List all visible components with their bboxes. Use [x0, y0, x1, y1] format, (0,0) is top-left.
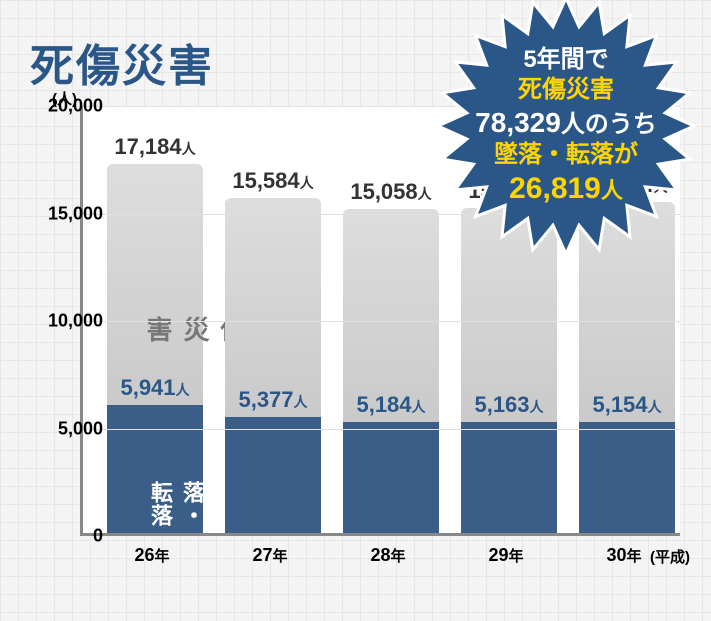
x-tick-label: 28年: [340, 545, 436, 566]
grid-line: [83, 321, 680, 322]
y-tick-label: 10,000: [23, 311, 103, 332]
y-tick-label: 20,000: [23, 96, 103, 117]
x-tick-label: 26年: [104, 545, 200, 566]
callout-line3: 78,329人のうち: [475, 105, 657, 140]
bar-sub: [225, 417, 321, 533]
callout-line1: 5年間で: [523, 45, 608, 75]
y-tick-label: 15,000: [23, 203, 103, 224]
x-tick-label: 30年: [576, 545, 672, 566]
total-value-label: 15,584人: [225, 168, 321, 194]
callout-line5: 26,819人: [509, 170, 623, 208]
chart-title: 死傷災害: [30, 30, 214, 94]
bar-sub: [461, 422, 557, 533]
grid-line: [83, 429, 680, 430]
y-tick-label: 0: [23, 526, 103, 547]
sub-value-label: 5,184人: [343, 392, 439, 418]
callout-line4: 墜落・転落が: [494, 140, 638, 170]
sub-value-label: 5,163人: [461, 392, 557, 418]
total-value-label: 15,058人: [343, 179, 439, 205]
y-tick-label: 5,000: [23, 418, 103, 439]
callout-line2: 死傷災害: [518, 75, 614, 105]
sub-value-label: 5,154人: [579, 392, 675, 418]
sub-value-label: 5,941人: [107, 375, 203, 401]
bar-sub: [579, 422, 675, 533]
sub-value-label: 5,377人: [225, 387, 321, 413]
callout-starburst: 5年間で 死傷災害 78,329人のうち 墜落・転落が 26,819人: [436, 0, 696, 256]
bar-sub: [343, 422, 439, 533]
x-tick-label: 29年: [458, 545, 554, 566]
callout-text: 5年間で 死傷災害 78,329人のうち 墜落・転落が 26,819人: [436, 0, 696, 256]
x-tick-label: 27年: [222, 545, 318, 566]
total-value-label: 17,184人: [107, 134, 203, 160]
